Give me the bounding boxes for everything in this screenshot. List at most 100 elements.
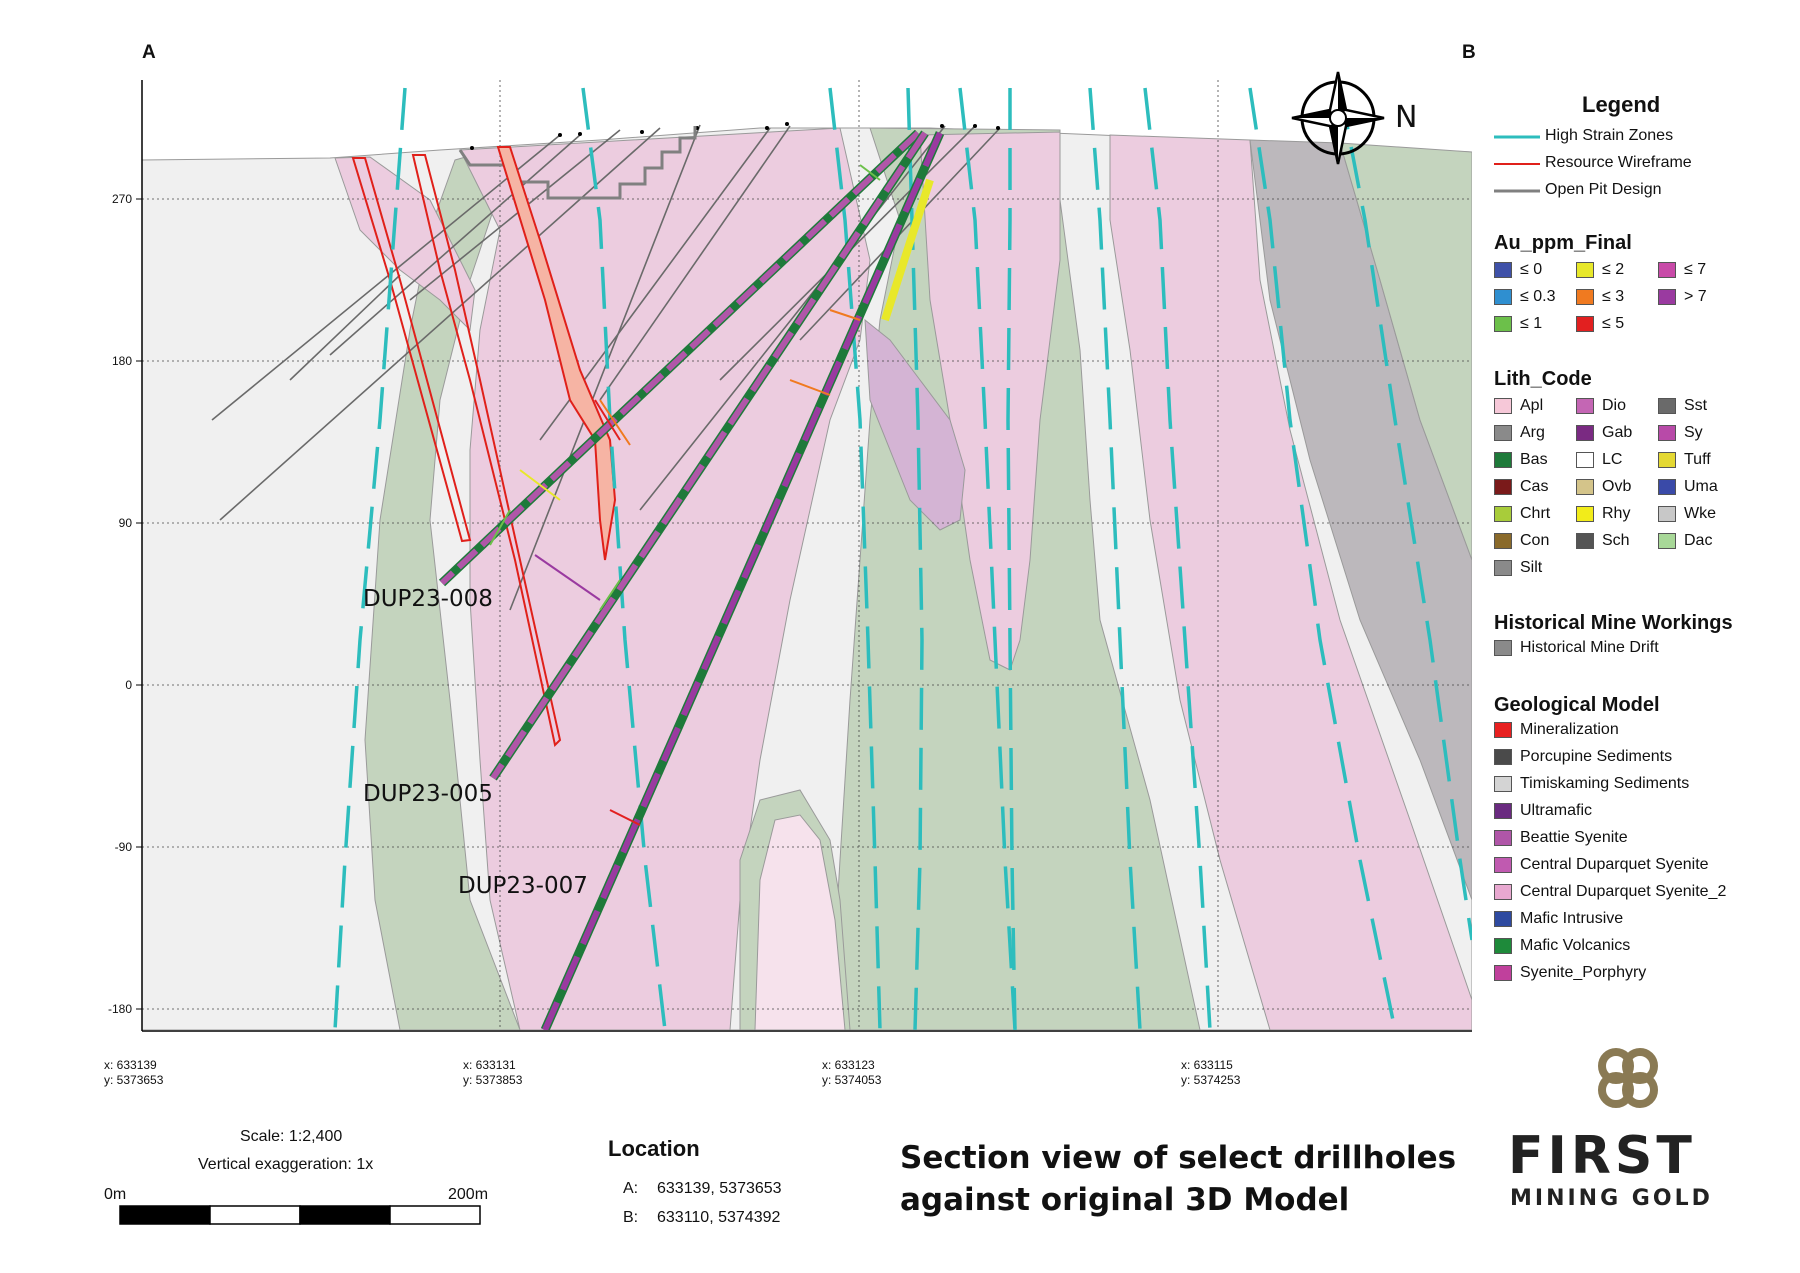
scale-start-label: 0m (104, 1186, 127, 1203)
legend-au-7-label: ≤ 5 (1602, 315, 1625, 332)
legend-geo-2-swatch (1494, 776, 1512, 792)
legend-title: Legend (1582, 92, 1661, 117)
section-title-line-1: Section view of select drillholes (900, 1140, 1457, 1176)
vertical-exaggeration-text: Vertical exaggeration: 1x (198, 1156, 374, 1173)
legend-high-strain-label: High Strain Zones (1545, 127, 1674, 144)
location-a-value: 633139, 5373653 (657, 1180, 782, 1197)
y-tick-minus-90: -90 (114, 840, 132, 854)
location-b-value: 633110, 5374392 (657, 1209, 781, 1226)
legend-au-0-label: ≤ 0 (1520, 261, 1543, 278)
legend-geo-3-swatch (1494, 803, 1512, 819)
legend-lith-4-label: Gab (1602, 424, 1633, 441)
location-b-label: B: (623, 1209, 639, 1226)
legend-geo-1-label: Porcupine Sediments (1520, 748, 1673, 765)
legend-lith-title: Lith_Code (1494, 368, 1592, 390)
legend-geo-0-label: Mineralization (1520, 721, 1619, 738)
legend-au-4-swatch (1576, 289, 1594, 305)
legend-lith-6-label: Bas (1520, 451, 1548, 468)
drillhole-label-008: DUP23-008 (363, 586, 493, 612)
legend-geo-6-label: Central Duparquet Syenite_2 (1520, 883, 1727, 900)
legend-lith-4-swatch (1576, 425, 1594, 441)
ultramafic-lens (864, 318, 966, 531)
legend-lith-8-label: Tuff (1684, 451, 1711, 468)
legend-lith-12-swatch (1494, 506, 1512, 522)
drillhole-label-007: DUP23-007 (458, 873, 588, 899)
legend-geo-9-label: Syenite_Porphyry (1520, 964, 1647, 981)
legend-geo-8-swatch (1494, 938, 1512, 954)
legend-lith-8-swatch (1658, 452, 1676, 468)
legend-lith-0-label: Apl (1520, 397, 1544, 414)
legend-lith-9-swatch (1494, 479, 1512, 495)
legend-geo-5-label: Central Duparquet Syenite (1520, 856, 1709, 873)
legend-pit-label: Open Pit Design (1545, 181, 1662, 198)
legend-au-0-swatch (1494, 262, 1512, 278)
legend-lith-7-label: LC (1602, 451, 1623, 468)
syenite-porphyry-lens-south (754, 814, 846, 1030)
legend-geo-4-swatch (1494, 830, 1512, 846)
section-title-line-2: against original 3D Model (900, 1182, 1350, 1218)
legend-geo-7-swatch (1494, 911, 1512, 927)
assay-ticks (489, 164, 881, 826)
legend-au-3-label: ≤ 0.3 (1520, 288, 1556, 305)
syenite-unit-east (919, 131, 1061, 671)
section-end-label: B (1462, 42, 1476, 63)
legend-lith-0-swatch (1494, 398, 1512, 414)
legend-lith-10-swatch (1576, 479, 1594, 495)
drillhole-traces (438, 129, 945, 1030)
north-arrow-icon (1291, 71, 1385, 165)
legend-lith-17-label: Dac (1684, 532, 1713, 549)
legend-geo-0-swatch (1494, 722, 1512, 738)
legend-hist-title: Historical Mine Workings (1494, 612, 1733, 634)
drillhole-label-005: DUP23-005 (363, 781, 493, 807)
scale-end-label: 200m (448, 1186, 489, 1203)
legend-geo-6-swatch (1494, 884, 1512, 900)
legend-lith-14-label: Wke (1684, 505, 1716, 522)
legend-lith-6-swatch (1494, 452, 1512, 468)
legend-lith-9-label: Cas (1520, 478, 1549, 495)
scale-text: Scale: 1:2,400 (240, 1128, 343, 1145)
x-tick-1: x: 633131 y: 5373853 (463, 1058, 523, 1087)
legend-lith-13-swatch (1576, 506, 1594, 522)
legend-lith-11-swatch (1658, 479, 1676, 495)
legend-au-3-swatch (1494, 289, 1512, 305)
legend-au-5-label: > 7 (1684, 288, 1707, 305)
legend-au-4-label: ≤ 3 (1602, 288, 1625, 305)
legend-geo-8-label: Mafic Volcanics (1520, 937, 1631, 954)
legend-lith-16-label: Sch (1602, 532, 1630, 549)
section-start-label: A (142, 42, 156, 63)
legend-geo-9-swatch (1494, 965, 1512, 981)
legend-lith-18-swatch (1494, 560, 1512, 576)
location-title: Location (608, 1136, 700, 1161)
legend-lith-13-label: Rhy (1602, 505, 1631, 522)
y-tick-270: 270 (111, 192, 132, 206)
legend-geo-7-label: Mafic Intrusive (1520, 910, 1624, 927)
y-tick-90: 90 (118, 516, 132, 530)
legend-lith-11-label: Uma (1684, 478, 1718, 495)
legend-lith-10-label: Ovb (1602, 478, 1632, 495)
legend-au-5-swatch (1658, 289, 1676, 305)
legend-lith-1-swatch (1576, 398, 1594, 414)
y-tick-180: 180 (111, 354, 132, 368)
high-strain-zones (333, 87, 1472, 1030)
legend-lith-1-label: Dio (1602, 397, 1627, 414)
legend-geo-3-label: Ultramafic (1520, 802, 1593, 819)
legend-geo-2-label: Timiskaming Sediments (1520, 775, 1690, 792)
legend-au-1-label: ≤ 2 (1602, 261, 1625, 278)
legend-au-6-label: ≤ 1 (1520, 315, 1543, 332)
mineralized-wedge (496, 146, 617, 561)
legend-au-2-label: ≤ 7 (1684, 261, 1707, 278)
legend-lith-16-swatch (1576, 533, 1594, 549)
x-tick-3: x: 633115 y: 5374253 (1181, 1058, 1241, 1087)
legend-au-2-swatch (1658, 262, 1676, 278)
compass-north-label: N (1395, 100, 1418, 135)
logo-wordmark-first: FIRST (1508, 1126, 1696, 1186)
legend-lith-12-label: Chrt (1520, 505, 1551, 522)
legend-lith-5-swatch (1658, 425, 1676, 441)
legend-lith-15-swatch (1494, 533, 1512, 549)
syenite-unit-far-east (1109, 134, 1472, 1030)
legend-lith-5-label: Sy (1684, 424, 1703, 441)
legend-au-7-swatch (1576, 316, 1594, 332)
scale-bar (119, 1205, 481, 1225)
legend-lith-2-swatch (1658, 398, 1676, 414)
